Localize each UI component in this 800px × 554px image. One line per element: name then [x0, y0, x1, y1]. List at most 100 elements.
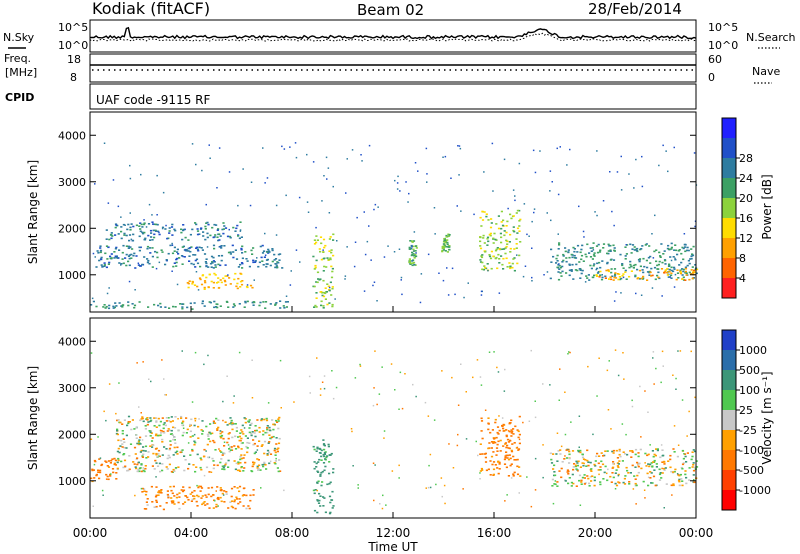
data-cell	[661, 449, 664, 451]
speckle	[647, 476, 650, 479]
data-cell	[109, 255, 112, 258]
data-cell	[117, 457, 120, 460]
speckle	[688, 410, 690, 413]
speckle	[228, 228, 230, 231]
speckle	[93, 463, 96, 466]
speckle	[641, 155, 643, 158]
data-cell	[101, 266, 104, 268]
data-cell	[622, 481, 625, 484]
data-cell	[240, 454, 243, 456]
data-cell	[489, 232, 492, 235]
data-cell	[170, 226, 174, 228]
data-cell	[568, 256, 571, 259]
data-cell	[583, 477, 586, 479]
data-cell	[197, 495, 200, 498]
data-cell	[501, 248, 504, 250]
data-cell	[506, 266, 509, 268]
data-cell	[157, 453, 160, 455]
data-cell	[276, 450, 279, 453]
data-cell	[549, 277, 552, 280]
data-cell	[199, 457, 202, 459]
data-cell	[222, 437, 225, 440]
speckle	[275, 457, 277, 460]
data-cell	[493, 232, 496, 235]
data-cell	[410, 262, 413, 265]
data-cell	[160, 489, 163, 491]
data-cell	[322, 443, 326, 445]
data-cell	[128, 264, 131, 267]
speckle	[189, 425, 191, 427]
data-cell	[649, 477, 652, 479]
data-cell	[190, 500, 193, 502]
speckle	[566, 164, 568, 166]
data-cell	[576, 251, 579, 253]
data-cell	[234, 468, 237, 471]
data-cell	[243, 454, 246, 456]
speckle	[665, 150, 667, 152]
data-cell	[558, 244, 561, 246]
speckle	[195, 271, 198, 273]
data-cell	[136, 463, 139, 466]
data-cell	[688, 262, 691, 265]
data-cell	[481, 219, 485, 221]
data-cell	[513, 459, 516, 461]
data-cell	[684, 271, 687, 274]
data-cell	[120, 263, 123, 265]
data-cell	[266, 251, 269, 253]
data-cell	[316, 446, 319, 449]
speckle	[426, 173, 428, 175]
data-cell	[332, 505, 335, 507]
speckle	[182, 427, 185, 429]
data-cell	[602, 247, 605, 249]
speckle	[584, 281, 587, 283]
data-cell	[269, 303, 272, 305]
data-cell	[664, 270, 667, 273]
data-cell	[567, 249, 570, 251]
data-cell	[313, 243, 317, 245]
data-cell	[248, 419, 251, 421]
data-cell	[104, 460, 107, 462]
data-cell	[682, 268, 685, 271]
speckle	[647, 411, 649, 413]
data-cell	[229, 449, 232, 451]
speckle	[425, 147, 428, 150]
data-cell	[267, 442, 270, 444]
data-cell	[264, 431, 267, 434]
data-cell	[319, 291, 322, 293]
data-cell	[597, 271, 600, 273]
data-cell	[196, 285, 199, 288]
data-cell	[413, 255, 416, 257]
data-cell	[481, 453, 484, 455]
data-cell	[629, 260, 632, 263]
data-cell	[638, 462, 641, 465]
speckle	[534, 457, 537, 460]
data-cell	[241, 494, 244, 497]
speckle	[356, 216, 358, 219]
data-cell	[609, 250, 612, 252]
data-cell	[261, 244, 264, 247]
noise-right-tick-bottom: 10^0	[708, 39, 738, 52]
data-cell	[123, 459, 127, 462]
speckle	[413, 250, 415, 252]
data-cell	[496, 467, 499, 469]
data-cell	[123, 441, 126, 443]
data-cell	[113, 306, 116, 309]
data-cell	[693, 466, 696, 469]
data-cell	[125, 447, 128, 449]
data-cell	[213, 441, 216, 444]
y-tick-label: 1000	[58, 475, 86, 488]
data-cell	[681, 463, 685, 466]
speckle	[523, 203, 526, 205]
data-cell	[239, 439, 242, 442]
data-cell	[203, 253, 207, 255]
data-cell	[239, 286, 242, 288]
data-cell	[168, 232, 171, 234]
data-cell	[176, 248, 179, 251]
speckle	[640, 436, 642, 438]
data-cell	[513, 230, 516, 233]
data-cell	[411, 240, 414, 243]
data-cell	[188, 247, 192, 249]
data-cell	[120, 460, 123, 463]
data-cell	[249, 499, 252, 502]
speckle	[217, 505, 219, 507]
